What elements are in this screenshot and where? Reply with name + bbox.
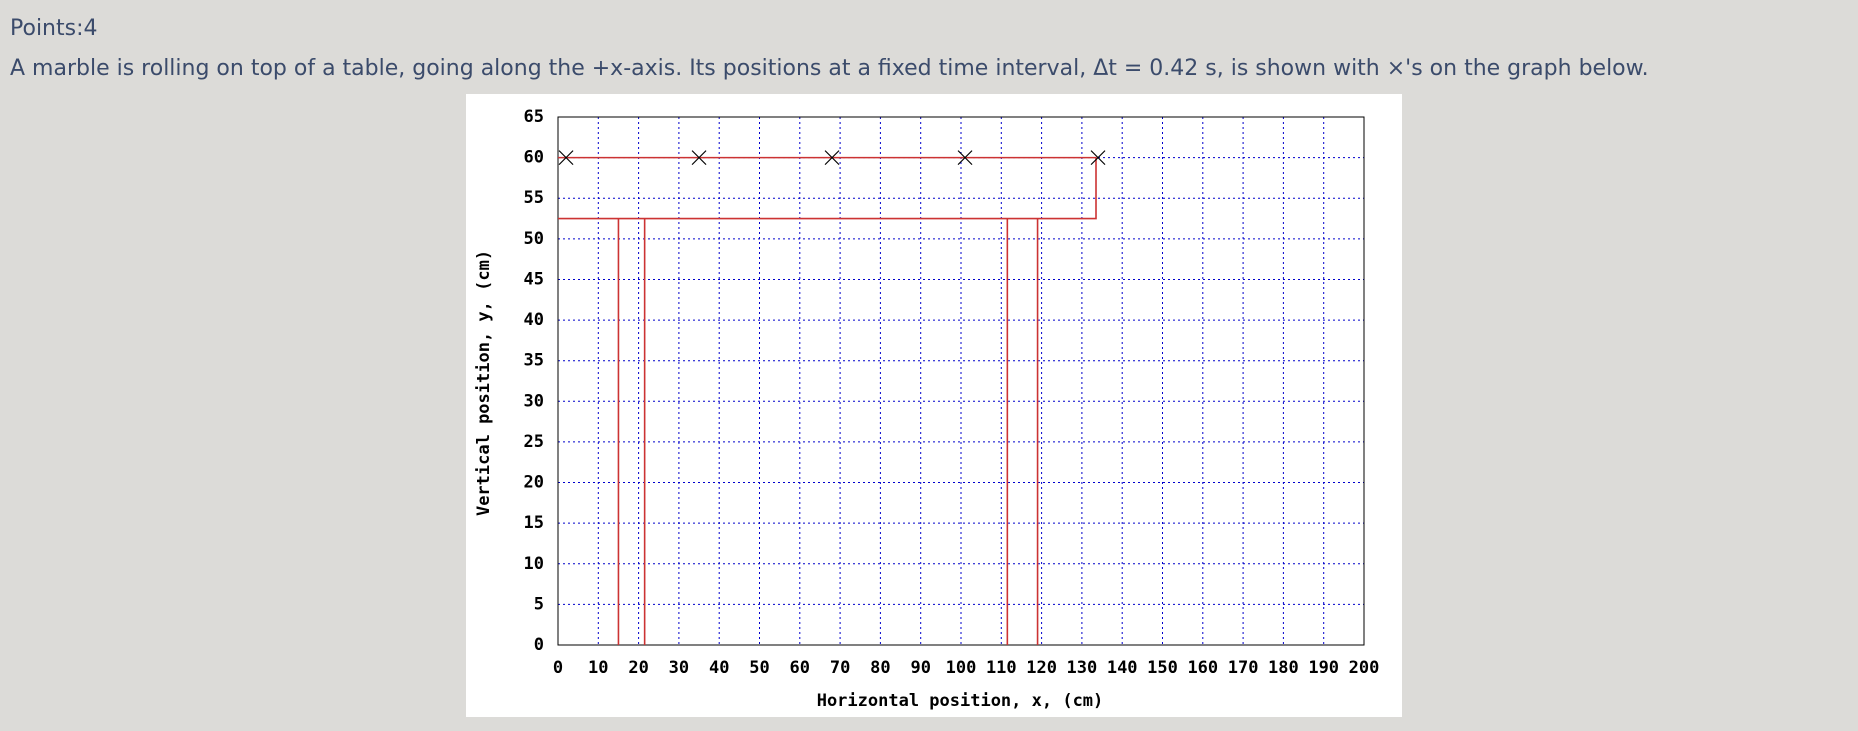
x-tick-label: 140 xyxy=(1107,658,1138,678)
x-tick-label: 80 xyxy=(870,658,890,678)
x-tick-label: 120 xyxy=(1026,658,1057,678)
x-tick-label: 50 xyxy=(749,658,769,678)
y-tick-label: 55 xyxy=(524,188,544,208)
y-tick-label: 20 xyxy=(524,473,544,493)
y-tick-label: 10 xyxy=(524,554,544,574)
y-axis-label: Vertical position, y, (cm) xyxy=(474,250,494,516)
x-axis-label: Horizontal position, x, (cm) xyxy=(817,691,1104,711)
x-tick-label: 40 xyxy=(709,658,729,678)
y-tick-label: 5 xyxy=(534,594,544,614)
x-tick-label: 110 xyxy=(986,658,1017,678)
chart: Horizontal position, x, (cm) Vertical po… xyxy=(466,94,1402,717)
x-tick-label: 30 xyxy=(669,658,689,678)
x-tick-label: 60 xyxy=(790,658,810,678)
x-tick-label: 150 xyxy=(1147,658,1178,678)
marker xyxy=(1090,150,1106,166)
question-text: A marble is rolling on top of a table, g… xyxy=(10,56,1649,81)
x-tick-label: 70 xyxy=(830,658,850,678)
y-tick-label: 0 xyxy=(534,635,544,655)
x-tick-label: 100 xyxy=(946,658,977,678)
x-tick-label: 0 xyxy=(553,658,563,678)
y-tick-label: 35 xyxy=(524,351,544,371)
x-tick-label: 160 xyxy=(1187,658,1218,678)
plot-frame xyxy=(557,116,1365,646)
x-tick-label: 190 xyxy=(1308,658,1339,678)
y-tick-label: 15 xyxy=(524,513,544,533)
points: Points:4 xyxy=(10,16,98,41)
marker xyxy=(558,150,574,166)
x-tick-label: 180 xyxy=(1268,658,1299,678)
x-tick-label: 130 xyxy=(1067,658,1098,678)
x-tick-label: 20 xyxy=(628,658,648,678)
marker xyxy=(824,150,840,166)
y-tick-label: 45 xyxy=(524,269,544,289)
y-tick-label: 60 xyxy=(524,148,544,168)
y-tick-label: 65 xyxy=(524,107,544,127)
x-tick-label: 10 xyxy=(588,658,608,678)
x-tick-label: 200 xyxy=(1349,658,1380,678)
y-tick-label: 30 xyxy=(524,391,544,411)
x-tick-label: 170 xyxy=(1228,658,1259,678)
y-tick-label: 40 xyxy=(524,310,544,330)
y-tick-label: 25 xyxy=(524,432,544,452)
table-outline xyxy=(558,156,1097,645)
x-tick-label: 90 xyxy=(910,658,930,678)
marker xyxy=(957,150,973,166)
marker xyxy=(691,150,707,166)
y-tick-label: 50 xyxy=(524,229,544,249)
